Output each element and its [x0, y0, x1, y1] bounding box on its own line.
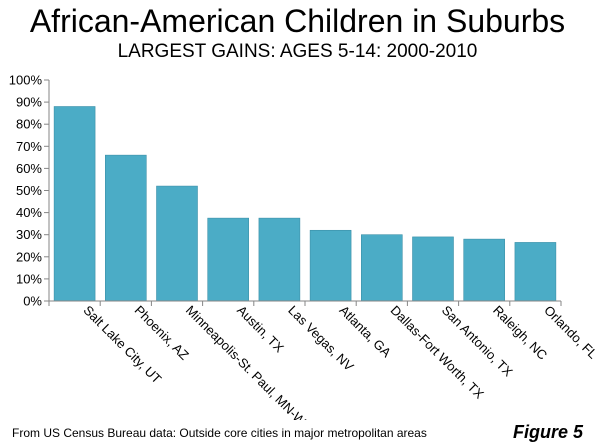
y-tick-label: 20% — [16, 249, 42, 264]
bar — [412, 236, 454, 302]
bars — [53, 106, 557, 302]
y-tick-label: 10% — [16, 271, 42, 286]
chart-title: African-American Children in Suburbs — [29, 3, 566, 39]
x-tick-label: Dallas-Fort Worth, TX — [388, 303, 487, 402]
y-axis-ticks: 0% 10% 20% 30% 40% 50% 60% 70% 80% 90% 100% — [9, 73, 49, 309]
bar — [361, 234, 403, 302]
bar — [156, 185, 198, 302]
chart-subtitle: LARGEST GAINS: AGES 5-14: 2000-2010 — [117, 41, 478, 62]
bar-chart: 0% 10% 20% 30% 40% 50% 60% 70% 80% 90% 100% Salt L… — [9, 73, 595, 421]
bar — [53, 106, 96, 302]
y-tick-label: 30% — [16, 227, 42, 242]
bar — [463, 238, 505, 302]
x-tick-label: Austin, TX — [234, 303, 287, 356]
figure-label: Figure 5 — [512, 422, 583, 442]
bar — [309, 229, 352, 302]
source-footnote: From US Census Bureau data: Outside core… — [12, 426, 427, 440]
bar — [514, 242, 557, 302]
y-tick-label: 100% — [9, 73, 43, 88]
y-tick-label: 90% — [16, 95, 42, 110]
bar — [258, 217, 301, 302]
y-tick-label: 40% — [16, 205, 42, 220]
y-tick-label: 70% — [16, 139, 42, 154]
bar — [105, 154, 147, 302]
y-tick-label: 0% — [23, 294, 42, 309]
y-tick-label: 50% — [16, 183, 42, 198]
axes — [48, 80, 562, 306]
y-tick-label: 60% — [16, 161, 42, 176]
y-tick-label: 80% — [16, 117, 42, 132]
bar — [207, 217, 249, 302]
